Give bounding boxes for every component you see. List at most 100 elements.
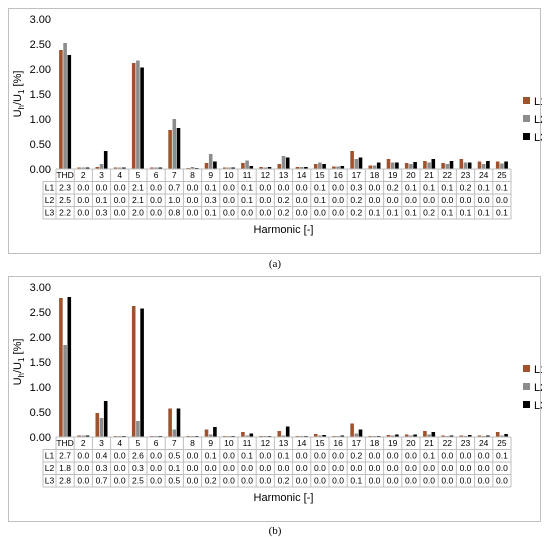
data-table-cell: 0.0 xyxy=(460,463,472,473)
bar-L3-12 xyxy=(267,167,272,169)
data-table-cell: 0.0 xyxy=(241,476,253,486)
data-table-cell: 0.0 xyxy=(441,195,453,205)
x-tick-label: 16 xyxy=(333,170,343,180)
data-table-cell: 0.2 xyxy=(350,195,362,205)
bar-L3-2 xyxy=(85,167,90,169)
data-table-cell: 0.0 xyxy=(460,476,472,486)
bar-L2-22 xyxy=(445,164,450,169)
bar-L2-17 xyxy=(354,433,359,437)
bar-L2-7 xyxy=(172,119,177,169)
x-tick-label: 9 xyxy=(208,438,213,448)
y-tick-label: 2.00 xyxy=(30,332,51,344)
bar-L3-7 xyxy=(176,408,181,437)
data-table-cell: 0.0 xyxy=(387,476,399,486)
x-tick-label: 18 xyxy=(370,438,380,448)
data-table-cell: 0.1 xyxy=(96,195,108,205)
bar-L1-17 xyxy=(350,423,354,437)
data-table-cell: 0.0 xyxy=(478,476,490,486)
data-table-cell: 2.5 xyxy=(59,195,71,205)
x-tick-label: 10 xyxy=(224,170,234,180)
chart-panel-b: 0.00 0.50 1.00 1.50 2.00 2.50 3.00 Uh/U1 [%] THD… xyxy=(8,276,542,522)
bar-L3-13 xyxy=(285,426,290,437)
data-table-cell: 0.0 xyxy=(150,476,162,486)
bar-chart-a: 0.00 0.50 1.00 1.50 2.00 2.50 3.00 Uh/U1 [%] THD… xyxy=(12,14,542,236)
data-table-cell: 0.0 xyxy=(259,463,271,473)
bar-L3-5 xyxy=(140,67,144,169)
x-tick-label: 19 xyxy=(388,438,398,448)
bar-L1-24 xyxy=(477,161,482,169)
y-tick-label: 0.50 xyxy=(30,407,51,419)
data-table-cell: 0.0 xyxy=(114,208,126,218)
data-table-cell: 0.0 xyxy=(314,463,326,473)
data-table-cell: 0.0 xyxy=(478,195,490,205)
data-table-cell: 0.0 xyxy=(423,463,435,473)
data-table-cell: 2.2 xyxy=(59,208,71,218)
bar-L3-5 xyxy=(140,308,144,437)
legend-swatch-L3 xyxy=(523,133,530,140)
data-table-cell: 0.0 xyxy=(278,183,290,193)
data-table-cell: 0.0 xyxy=(423,476,435,486)
x-tick-label: 20 xyxy=(406,170,416,180)
x-tick-label: 25 xyxy=(497,170,507,180)
data-table-cell: 0.2 xyxy=(350,208,362,218)
bar-L2-25 xyxy=(500,435,504,437)
data-table-cell: 0.0 xyxy=(332,208,344,218)
chart-panel-a: 0.00 0.50 1.00 1.50 2.00 2.50 3.00 Uh/U1 [%] THD… xyxy=(8,8,542,254)
bar-L3-15 xyxy=(322,164,326,169)
x-tick-label: THD xyxy=(56,170,73,180)
data-table-cell: 0.1 xyxy=(314,183,326,193)
bar-L1-2 xyxy=(77,167,81,169)
data-table-cell: 0.0 xyxy=(187,195,199,205)
data-table-cell: 0.0 xyxy=(259,183,271,193)
data-table-cell: 0.7 xyxy=(96,476,108,486)
x-tick-label: 4 xyxy=(117,438,122,448)
bar-L1-9 xyxy=(204,163,209,169)
data-table-cell: 0.1 xyxy=(205,208,217,218)
data-table-cell: 0.0 xyxy=(150,451,162,461)
bar-L3-16 xyxy=(340,166,345,169)
y-tick-label: 0.50 xyxy=(30,139,51,151)
data-table-cell: 0.0 xyxy=(114,463,126,473)
data-table-cell: 0.0 xyxy=(187,451,199,461)
bar-L1-13 xyxy=(277,164,282,169)
bar-L3-THD xyxy=(67,297,72,437)
data-table-cell: 0.2 xyxy=(387,183,399,193)
data-table-cell: 0.0 xyxy=(114,451,126,461)
data-table-cell: 0.0 xyxy=(423,195,435,205)
data-table-cell: 0.0 xyxy=(441,451,453,461)
bar-L1-10 xyxy=(222,167,227,169)
data-table-cell: 0.0 xyxy=(205,463,217,473)
bar-L3-7 xyxy=(176,128,181,169)
data-table-cell: 0.0 xyxy=(187,463,199,473)
bar-L2-9 xyxy=(208,154,213,169)
bar-L2-3 xyxy=(99,164,104,169)
bar-L2-12 xyxy=(263,167,268,169)
data-table-cell: 0.0 xyxy=(77,195,89,205)
data-table-cell: 0.0 xyxy=(187,208,199,218)
data-table-cell: 0.2 xyxy=(278,476,290,486)
y-tick-label: 2.50 xyxy=(30,39,51,51)
data-table-cell: 0.0 xyxy=(369,476,381,486)
bar-L2-16 xyxy=(336,166,340,169)
data-table-cell: 0.2 xyxy=(205,476,217,486)
bar-L1-16 xyxy=(332,166,336,169)
data-table-cell: 2.0 xyxy=(132,208,144,218)
y-tick-label: 3.00 xyxy=(30,14,51,26)
data-table-cell: 0.1 xyxy=(441,183,453,193)
y-tick-label: 0.00 xyxy=(30,164,51,176)
bar-L1-22 xyxy=(441,435,445,437)
bar-L3-25 xyxy=(504,434,508,437)
bar-L3-23 xyxy=(467,435,472,437)
bar-L3-11 xyxy=(249,433,254,437)
data-table-cell: 0.0 xyxy=(150,183,162,193)
data-table-cell: 0.3 xyxy=(132,463,144,473)
data-table-cell: 0.0 xyxy=(387,195,399,205)
data-table-cell: 0.2 xyxy=(278,195,290,205)
y-tick-label: 1.50 xyxy=(30,357,51,369)
data-table-cell: 0.0 xyxy=(223,476,235,486)
data-table-cell: 0.1 xyxy=(350,476,362,486)
data-table-cell: 0.0 xyxy=(369,183,381,193)
table-row-label: L1 xyxy=(45,451,55,461)
legend-label-L2: L2 xyxy=(534,114,542,126)
bar-L1-3 xyxy=(95,413,100,437)
